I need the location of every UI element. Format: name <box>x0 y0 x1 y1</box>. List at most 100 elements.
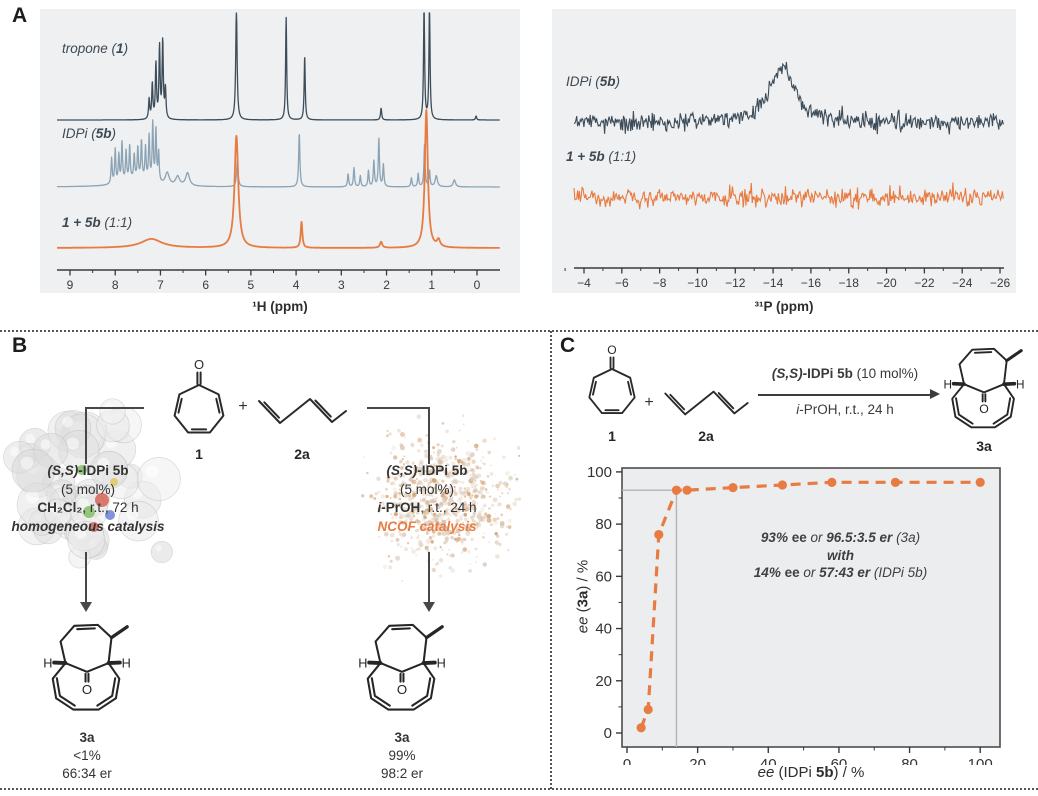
svg-text:−26: −26 <box>990 276 1011 290</box>
product-left-er: 66:34 er <box>62 766 112 781</box>
trace-label-p31-mixture: 1 + 5b (1:1) <box>566 149 637 164</box>
svg-text:−12: −12 <box>725 276 746 290</box>
bracket-left-vertical <box>85 407 87 464</box>
arrow-left-line <box>85 552 87 603</box>
conditions-left: (S,S)-IDPi 5b (5 mol%) CH₂Cl₂, r.t., 72 … <box>2 462 174 536</box>
compound-3a-label-c: 3a <box>976 438 992 454</box>
h1-nmr-panel: 9 8 7 6 5 4 3 2 1 0 <box>40 9 520 293</box>
product-right-result: 3a 99% 98:2 er <box>355 729 449 783</box>
svg-text:5: 5 <box>248 278 255 292</box>
svg-text:100: 100 <box>587 464 612 481</box>
catalyst-right: (S,S)-IDPi 5b <box>386 463 468 478</box>
svg-text:100: 100 <box>968 756 993 765</box>
ee-correlation-chart: 0 20 40 60 80 100 0 20 40 60 80 100 <box>587 464 1001 765</box>
conditions-right: (S,S)-IDPi 5b (5 mol%) i-PrOH, r.t., 24 … <box>341 462 513 536</box>
mode-right: NCOF catalysis <box>377 518 477 534</box>
compound-2a-label: 2a <box>294 446 310 462</box>
h1-nmr-chart: 9 8 7 6 5 4 3 2 1 0 <box>56 12 501 292</box>
divider-top <box>0 330 1038 332</box>
svg-text:3: 3 <box>338 278 345 292</box>
product-left-id: 3a <box>79 730 95 745</box>
reaction-conditions-top: (S,S)-IDPi 5b (10 mol%) <box>771 366 919 381</box>
svg-text:2: 2 <box>383 278 390 292</box>
svg-text:−8: −8 <box>653 276 667 290</box>
product-right-er: 98:2 er <box>380 766 424 781</box>
svg-text:−10: −10 <box>687 276 708 290</box>
svg-text:−20: −20 <box>876 276 897 290</box>
svg-text:20: 20 <box>595 673 612 690</box>
svg-text:60: 60 <box>595 568 612 585</box>
svg-text:−4: −4 <box>577 276 591 290</box>
annotation-line3: 14% ee or 57:43 er (IDPi 5b) <box>753 565 928 580</box>
trace-label-mixture: 1 + 5b (1:1) <box>62 215 133 230</box>
trace-label-tropone: tropone (1) <box>62 41 129 56</box>
svg-text:40: 40 <box>595 621 612 638</box>
svg-text:4: 4 <box>293 278 300 292</box>
divider-vertical <box>550 331 552 789</box>
reaction-arrow <box>758 394 934 396</box>
reaction-arrow-head-icon <box>930 389 940 399</box>
svg-text:6: 6 <box>202 278 209 292</box>
product-3a-structure-c <box>941 346 1027 430</box>
plus-sign: + <box>238 398 248 415</box>
tropone-structure-c <box>588 342 636 415</box>
p31-nmr-panel: −4 −6 −8 −10 −12 −14 −16 −18 −20 −22 −24 −26 <box>552 9 1016 293</box>
svg-text:9: 9 <box>67 278 74 292</box>
svg-text:−24: −24 <box>952 276 973 290</box>
svg-text:40: 40 <box>760 756 777 765</box>
ncof-crystal-image <box>361 414 522 582</box>
trace-label-idpi: IDPi (5b) <box>62 126 117 141</box>
arrow-right-line <box>428 552 430 603</box>
diene-structure-c <box>664 390 749 416</box>
product-3a-structure-right <box>356 622 448 712</box>
scatter-annotation: 93% ee or 96.5:3.5 er (3a) with 14% ee o… <box>688 529 993 582</box>
panel-b-label: B <box>12 334 28 357</box>
svg-text:−6: −6 <box>615 276 629 290</box>
compound-2a-label-c: 2a <box>698 428 714 444</box>
svg-text:−22: −22 <box>914 276 935 290</box>
compound-1-label: 1 <box>195 446 203 462</box>
arrow-left-head-icon <box>80 602 92 612</box>
solvent-right: i-PrOH, r.t., 24 h <box>377 500 477 515</box>
bracket-right-vertical <box>428 407 430 464</box>
panel-c-label: C <box>560 334 576 357</box>
product-right-yield: 99% <box>388 748 416 763</box>
svg-text:1: 1 <box>428 278 435 292</box>
diene-structure <box>258 398 347 424</box>
h1-axis-label: ¹H (ppm) <box>252 299 308 314</box>
scatter-xlabel: ee (IDPi 5b) / % <box>757 764 865 781</box>
svg-text:−18: −18 <box>839 276 860 290</box>
p31-nmr-chart: −4 −6 −8 −10 −12 −14 −16 −18 −20 −22 −24 −26 <box>564 61 1011 290</box>
svg-text:20: 20 <box>689 756 706 765</box>
reaction-conditions-bottom: i-PrOH, r.t., 24 h <box>796 402 894 417</box>
trace-label-p31-idpi: IDPi (5b) <box>566 74 621 89</box>
svg-text:−14: −14 <box>763 276 784 290</box>
svg-text:7: 7 <box>157 278 164 292</box>
arrow-right-head-icon <box>423 602 435 612</box>
svg-text:60: 60 <box>831 756 848 765</box>
svg-text:80: 80 <box>595 516 612 533</box>
loading-right: (5 mol%) <box>399 481 454 497</box>
bracket-right-horizontal <box>367 407 430 409</box>
annotation-line2: with <box>827 547 854 563</box>
divider-bottom <box>0 788 1038 790</box>
tropone-structure <box>173 356 225 434</box>
compound-1-label-c: 1 <box>608 428 616 444</box>
panel-a-label: A <box>12 4 28 27</box>
mode-left: homogeneous catalysis <box>11 518 165 534</box>
catalyst-left: (S,S)-IDPi 5b <box>47 463 129 478</box>
product-3a-structure-left <box>41 622 133 712</box>
space-filling-model-image <box>3 398 181 569</box>
product-right-id: 3a <box>394 730 410 745</box>
svg-text:8: 8 <box>112 278 119 292</box>
plus-sign-c: + <box>644 394 654 411</box>
loading-left: (5 mol%) <box>60 481 115 497</box>
solvent-left: CH₂Cl₂, r.t., 72 h <box>37 500 139 515</box>
product-left-yield: <1% <box>73 748 101 763</box>
bracket-left-horizontal <box>86 407 144 409</box>
scatter-ylabel: ee (3a) / % <box>574 559 592 634</box>
svg-text:−16: −16 <box>801 276 822 290</box>
p31-axis-label: ³¹P (ppm) <box>754 299 814 314</box>
svg-text:0: 0 <box>623 756 631 765</box>
